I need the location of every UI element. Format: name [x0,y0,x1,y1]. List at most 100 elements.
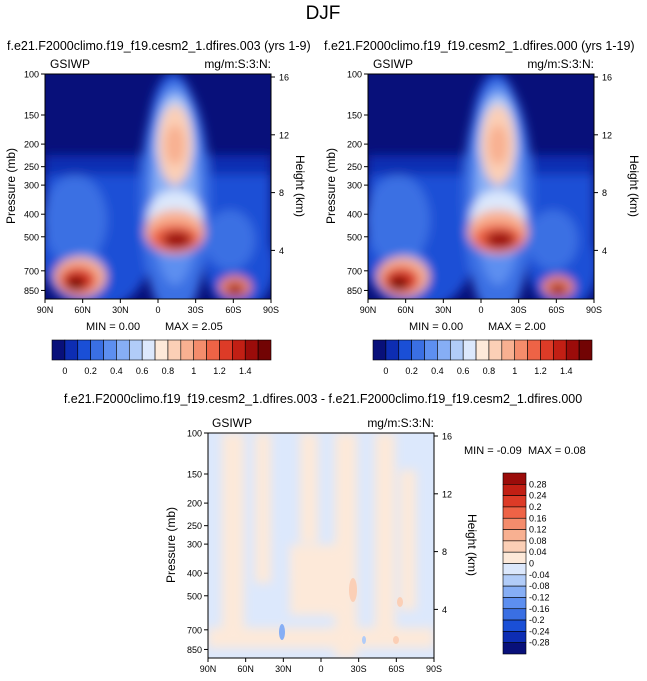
h-tick-label: 8 [602,188,607,198]
p-tick-label: 250 [24,162,39,172]
colorbar-swatch [77,339,91,361]
p-tick-label: 300 [187,540,202,550]
x-tick-label: 0 [318,664,323,674]
colorbar-swatch [193,339,207,361]
panel-control-title: f.e21.F2000climo.f19_f19.cesm2_1.dfires.… [324,39,635,53]
h-tick-label: 8 [279,188,284,198]
panel-control: f.e21.F2000climo.f19_f19.cesm2_1.dfires.… [324,39,641,376]
colorbar-swatch [527,339,541,361]
p-tick-label: 300 [347,181,362,191]
panel-test-field [45,74,271,299]
colorbar-label: 0.6 [136,366,149,376]
colorbar-label: 0 [62,366,67,376]
colorbar-swatch [219,339,233,361]
colorbar-swatch [502,506,527,519]
colorbar-label: 0.4 [110,366,123,376]
x-tick-label: 90S [263,305,279,315]
colorbar-label: 0.04 [529,547,547,557]
panel-control-units: mg/m:S:3:N: [527,57,594,71]
colorbar-swatch [372,339,387,361]
panel-control-variable: GSIWP [373,57,413,71]
panel-control-y2label: Height (km) [627,155,641,217]
colorbar-label: -0.2 [529,615,545,625]
colorbar-label: -0.04 [529,570,550,580]
colorbar-label: 0.28 [529,479,547,489]
h-tick-label: 16 [442,432,452,442]
panel-difference-title: f.e21.F2000climo.f19_f19.cesm2_1.dfires.… [64,392,582,406]
colorbar-control: 0 0.2 0.4 0.6 0.8 1 1.2 1.4 [372,339,593,376]
p-tick-label: 150 [347,111,362,121]
p-tick-label: 700 [187,625,202,635]
x-tick-label: 30S [351,664,367,674]
x-tick-label: 30N [112,305,129,315]
p-tick-label: 100 [187,429,202,439]
panel-control-field [368,74,594,299]
colorbar-swatch [578,339,593,361]
p-tick-label: 250 [347,162,362,172]
panel-difference-units: mg/m:S:3:N: [367,416,434,430]
p-tick-label: 150 [24,111,39,121]
x-tick-label: 0 [155,305,160,315]
colorbar-label: 0.08 [529,536,547,546]
panel-control-min: MIN = 0.00 [409,321,463,333]
colorbar-swatch [90,339,104,361]
panel-difference-field [208,433,434,658]
colorbar-swatch [502,495,527,508]
colorbar-swatch [180,339,195,361]
panel-difference-ylabel: Pressure (mb) [164,507,178,583]
colorbar-test: 0 0.2 0.4 0.6 0.8 1 1.2 1.4 [51,339,272,376]
colorbar-swatch [502,608,527,621]
colorbar-swatch [385,339,400,361]
colorbar-swatch [502,619,527,632]
panel-test-units: mg/m:S:3:N: [204,57,271,71]
colorbar-label: 0 [383,366,388,376]
x-tick-label: 0 [478,305,483,315]
colorbar-swatch [502,472,527,485]
colorbar-label: 0.2 [529,502,542,512]
colorbar-label: -0.28 [529,638,550,648]
p-tick-label: 400 [187,569,202,579]
panel-control-axes: 90N 60N 30N 0 30S 60S 90S 100 150 200 250 300 400 500… [347,70,612,316]
p-tick-label: 850 [24,286,39,296]
colorbar-swatch [502,540,527,553]
colorbar-label: 1 [512,366,517,376]
colorbar-swatch [411,339,425,361]
colorbar-label: 0.24 [529,491,547,501]
p-tick-label: 700 [347,266,362,276]
colorbar-label: -0.24 [529,626,550,636]
p-tick-label: 400 [347,210,362,220]
p-tick-label: 100 [24,70,39,80]
p-tick-label: 200 [347,140,362,150]
colorbar-label: 1.4 [560,366,573,376]
colorbar-swatch [128,339,143,361]
x-tick-label: 90N [200,664,217,674]
p-tick-label: 200 [187,499,202,509]
p-tick-label: 250 [187,521,202,531]
colorbar-swatch [206,339,220,361]
p-tick-label: 500 [187,591,202,601]
panel-difference-variable: GSIWP [212,416,252,430]
p-tick-label: 150 [187,470,202,480]
colorbar-swatch [502,597,527,610]
panel-test: f.e21.F2000climo.f19_f19.cesm2_1.dfires.… [4,39,311,376]
colorbar-swatch [475,339,490,361]
colorbar-label: -0.12 [529,592,550,602]
colorbar-swatch [502,529,527,542]
h-tick-label: 16 [602,73,612,83]
colorbar-swatch [502,631,527,643]
colorbar-label: 0.2 [405,366,418,376]
panel-difference-y2label: Height (km) [465,514,479,576]
x-tick-label: 60S [225,305,241,315]
colorbar-swatch [502,642,527,655]
colorbar-swatch [154,339,169,361]
x-tick-label: 60N [74,305,91,315]
colorbar-swatch [502,585,527,598]
p-tick-label: 500 [347,232,362,242]
colorbar-swatch [51,339,66,361]
panel-test-axes: 90N 60N 30N 0 30S 60S 90S 100 150 200 250 300 400 500… [24,70,289,316]
h-tick-label: 4 [442,605,447,615]
x-tick-label: 30S [511,305,527,315]
panel-difference: f.e21.F2000climo.f19_f19.cesm2_1.dfires.… [64,392,586,659]
colorbar-swatch [167,339,182,361]
colorbar-swatch [553,339,567,361]
